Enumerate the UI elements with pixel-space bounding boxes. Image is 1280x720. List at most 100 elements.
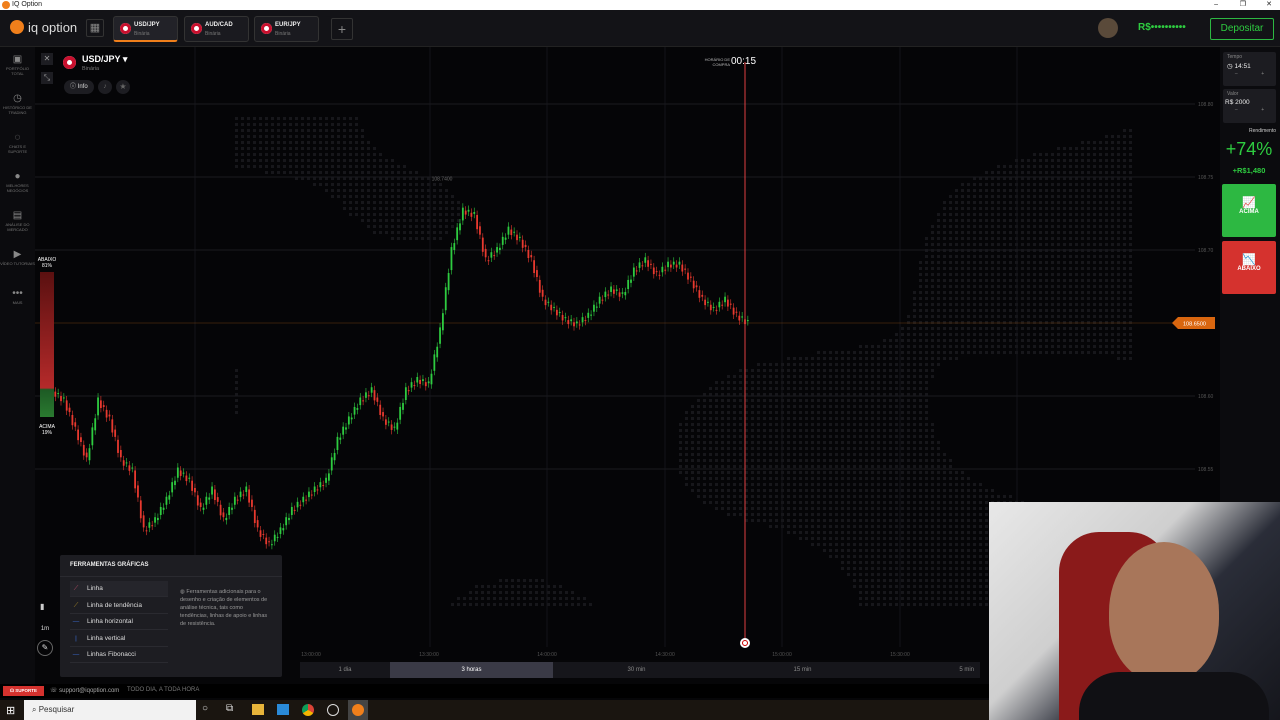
map-dot [679, 459, 682, 462]
map-dot [1087, 333, 1090, 336]
put-down-button[interactable]: 📉 ABAIXO [1222, 241, 1276, 294]
time-selector[interactable]: Tempo ◷ 14:51 – + [1223, 52, 1276, 86]
tab-eur-jpy[interactable]: EUR/JPY Binária [254, 16, 319, 42]
map-dot [793, 387, 796, 390]
timeframe-option[interactable]: 15 min [793, 667, 812, 673]
candle-type-button[interactable]: ▮ [40, 602, 45, 611]
map-dot [1021, 183, 1024, 186]
collapse-icon[interactable]: ⤡ [41, 72, 53, 84]
windows-start-icon[interactable]: ⊞ [6, 705, 16, 717]
task-view-icon[interactable]: ⧉ [226, 703, 234, 714]
map-dot [985, 225, 988, 228]
map-dot [811, 375, 814, 378]
timeframe-option[interactable]: 3 horas [390, 662, 553, 678]
file-explorer-icon[interactable] [252, 704, 264, 715]
map-dot [931, 351, 934, 354]
support-email[interactable]: ☏ support@iqoption.com [50, 688, 120, 694]
map-dot [1033, 333, 1036, 336]
balance-display[interactable]: R$•••••••••• [1138, 22, 1186, 33]
tab-pair: EUR/JPY [275, 22, 301, 28]
sidebar-item-2[interactable]: ◌ CHATS E SUPORTE [0, 131, 35, 154]
mail-icon[interactable] [277, 704, 289, 715]
cortana-icon[interactable]: ○ [202, 703, 209, 714]
map-dot [961, 327, 964, 330]
draw-tools-button[interactable]: ✎ [37, 640, 53, 656]
map-dot [925, 345, 928, 348]
map-dot [1045, 279, 1048, 282]
map-dot [1087, 303, 1090, 306]
tool-item[interactable]: | Linha vertical [70, 631, 168, 647]
map-dot [985, 279, 988, 282]
interval-button[interactable]: 1m [40, 626, 50, 632]
map-dot [889, 453, 892, 456]
deposit-button[interactable]: Depositar [1210, 18, 1274, 40]
tool-item[interactable]: ⟋ Linha de tendência [70, 598, 168, 614]
amount-minus-button[interactable]: – [1234, 107, 1238, 113]
map-dot [979, 507, 982, 510]
minimize-button[interactable]: – [1214, 1, 1218, 8]
amount-selector[interactable]: Valor R$ 2000 – + [1223, 89, 1276, 123]
candle [541, 289, 544, 297]
info-button[interactable]: ⓘ Info [64, 80, 94, 94]
map-dot [805, 537, 808, 540]
map-dot [811, 513, 814, 516]
map-dot [1027, 225, 1030, 228]
map-dot [1063, 153, 1066, 156]
add-tab-button[interactable]: + [331, 18, 353, 40]
time-plus-button[interactable]: + [1261, 71, 1265, 77]
sidebar-item-4[interactable]: ▤ ANÁLISE DO MERCADO [0, 209, 35, 232]
tab-aud-cad[interactable]: AUD/CAD Binária [184, 16, 249, 42]
tool-item[interactable]: — Linhas Fibonacci [70, 647, 168, 663]
star-icon[interactable]: ★ [116, 80, 130, 94]
map-dot [499, 579, 502, 582]
map-dot [919, 369, 922, 372]
grid-menu-icon[interactable]: ▦ [86, 19, 104, 37]
sidebar-item-3[interactable]: ● MELHORES NEGÓCIOS [0, 170, 35, 193]
map-dot [901, 357, 904, 360]
tab-usd-jpy[interactable]: USD/JPY Binária [113, 16, 178, 42]
timeframe-option[interactable]: 1 dia [338, 667, 352, 673]
taskbar-search[interactable]: ⌕ Pesquisar [24, 700, 196, 720]
tool-item[interactable]: ⟋ Linha [70, 581, 168, 597]
map-dot [907, 483, 910, 486]
sidebar-item-0[interactable]: ▣ PORTFÓLIO TOTAL [0, 53, 35, 76]
map-dot [397, 201, 400, 204]
call-up-button[interactable]: 📈 ACIMA [1222, 184, 1276, 237]
map-dot [931, 477, 934, 480]
timeframe-option[interactable]: 5 min [959, 667, 974, 673]
sidebar-item-5[interactable]: ▶ VÍDEO TUTORIAIS [0, 248, 35, 266]
map-dot [757, 447, 760, 450]
map-dot [1105, 273, 1108, 276]
map-dot [943, 207, 946, 210]
obs-icon[interactable] [327, 704, 339, 716]
tool-item[interactable]: — Linha horizontal [70, 614, 168, 630]
map-dot [913, 495, 916, 498]
map-dot [931, 519, 934, 522]
avatar[interactable] [1098, 18, 1118, 38]
map-dot [259, 165, 262, 168]
map-dot [913, 297, 916, 300]
map-dot [709, 465, 712, 468]
sidebar-item-1[interactable]: ◷ HISTÓRICO DE TRADING [0, 92, 35, 115]
map-dot [997, 207, 1000, 210]
close-window-button[interactable]: ✕ [1266, 1, 1272, 8]
map-dot [949, 567, 952, 570]
amount-plus-button[interactable]: + [1261, 107, 1265, 113]
sidebar-item-6[interactable]: ••• MAIS [0, 287, 35, 305]
restore-button[interactable]: ❐ [1239, 1, 1246, 8]
asset-selector[interactable]: USD/JPY ▾ [82, 54, 128, 64]
timeframe-option[interactable]: 30 min [627, 667, 646, 673]
map-dot [955, 303, 958, 306]
map-dot [925, 291, 928, 294]
map-dot [1081, 171, 1084, 174]
support-button[interactable]: ☊ SUPORTE [3, 686, 44, 696]
time-minus-button[interactable]: – [1234, 71, 1238, 77]
map-dot [997, 321, 1000, 324]
chrome-icon[interactable] [302, 704, 314, 716]
tool-label: Linha [87, 585, 103, 592]
map-dot [943, 501, 946, 504]
map-dot [889, 435, 892, 438]
iq-option-taskbar-app[interactable] [348, 700, 368, 720]
close-chart-icon[interactable]: ✕ [41, 53, 53, 65]
bell-icon[interactable]: ♪ [98, 80, 112, 94]
